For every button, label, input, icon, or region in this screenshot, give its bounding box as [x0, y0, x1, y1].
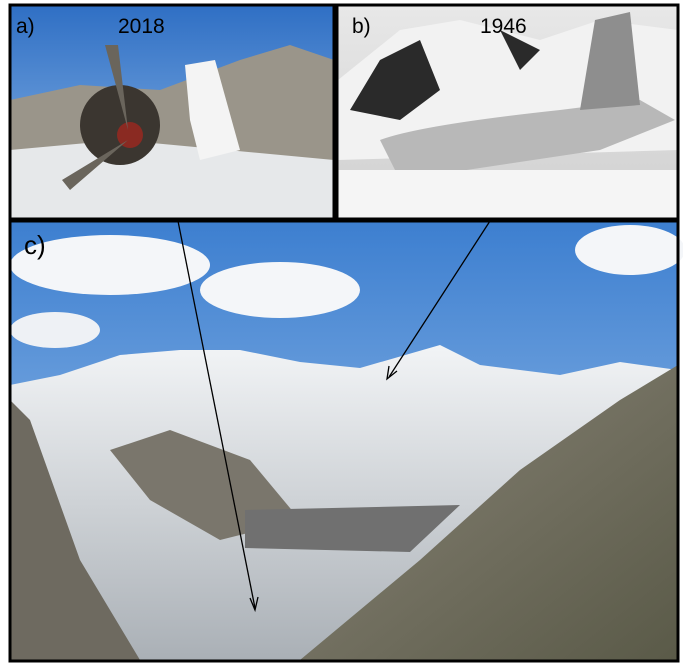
arrow-head: [386, 365, 398, 381]
cloud: [575, 225, 683, 275]
frame-c: [8, 219, 680, 663]
snow: [338, 170, 678, 219]
frames: [8, 3, 680, 663]
engine: [80, 85, 160, 165]
panel-c: c): [10, 222, 683, 660]
rock-left: [10, 400, 140, 660]
arrow-head: [249, 596, 259, 613]
frame-b: [335, 3, 680, 221]
arrow: [388, 220, 491, 378]
shadow: [245, 505, 460, 552]
arrows: [177, 220, 491, 613]
propeller: [62, 45, 128, 190]
rock-right: [300, 365, 678, 660]
panel-label: a): [16, 15, 35, 38]
panel-label: b): [352, 15, 371, 38]
snow: [10, 140, 334, 219]
panel-a: a) 2018: [10, 5, 334, 219]
cloud: [10, 312, 100, 348]
cloud: [200, 262, 360, 318]
year-label: 1946: [480, 15, 527, 38]
frame-a: [8, 3, 336, 221]
tail: [580, 12, 640, 110]
year-label: 2018: [118, 15, 165, 38]
panel-label: c): [24, 230, 46, 260]
panel-b: b) 1946: [338, 5, 678, 219]
cloud: [10, 235, 210, 295]
person: [185, 60, 240, 160]
arrow: [177, 220, 256, 609]
rocks: [350, 30, 540, 120]
fuselage: [380, 100, 675, 180]
propeller-hub: [117, 122, 143, 148]
